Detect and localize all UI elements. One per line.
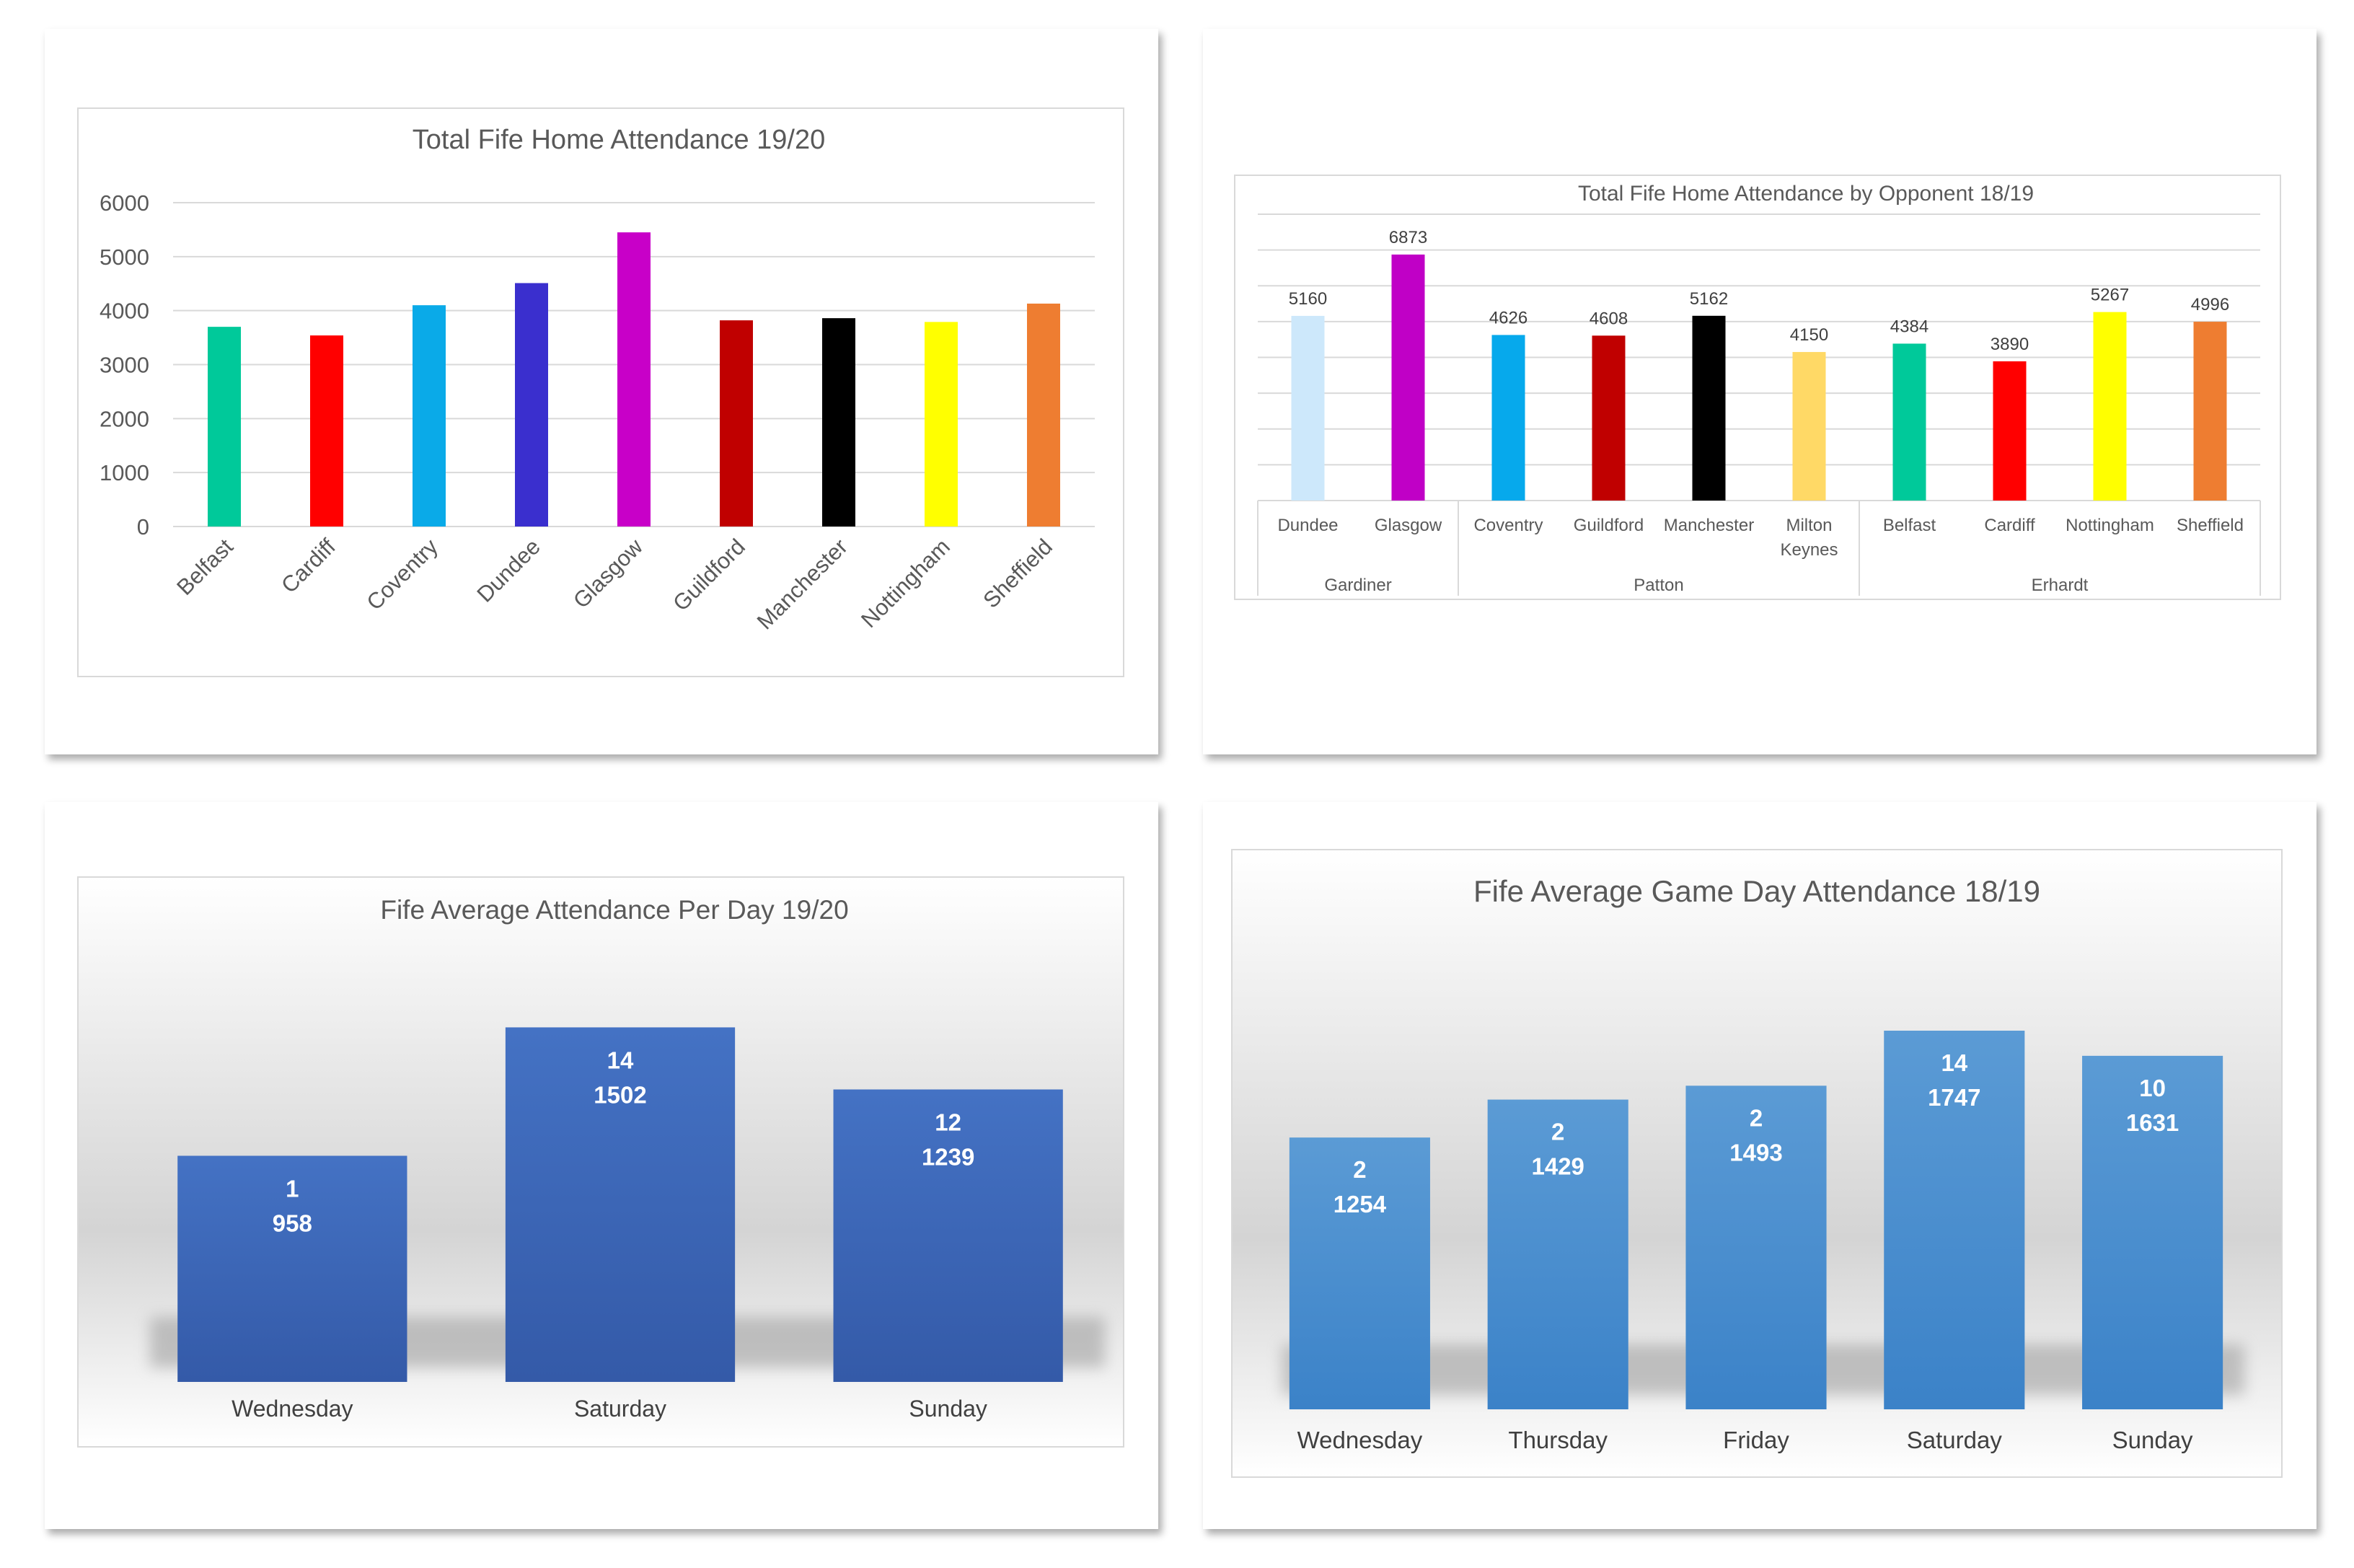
bar-coventry	[1491, 335, 1525, 501]
x-tick-label-guildford: Guildford	[1574, 516, 1644, 535]
bar-manchester	[1692, 315, 1726, 501]
x-tick-label-cardiff: Cardiff	[1984, 516, 2035, 535]
data-label-sunday: 10	[2139, 1075, 2166, 1101]
data-label-cardiff: 3890	[1991, 335, 2029, 354]
group-label-erhardt: Erhardt	[2032, 576, 2089, 595]
data-label-nottingham: 5267	[2091, 286, 2129, 305]
x-tick-label-sunday: Sunday	[2112, 1427, 2193, 1453]
data-label-friday: 1493	[1729, 1139, 1782, 1166]
chart-card-3: Fife Average Attendance Per Day 19/20 1 95…	[45, 802, 1158, 1529]
chart-card-4: Fife Average Game Day Attendance 18/19 2 1…	[1203, 802, 2316, 1529]
data-label-sunday: 1239	[922, 1144, 974, 1171]
bar-thursday	[1487, 1099, 1628, 1409]
x-tick-label-saturday: Saturday	[574, 1396, 666, 1422]
bar-cardiff	[310, 335, 343, 527]
chart-attendance-by-opponent-18-19: Total Fife Home Attendance by Opponent 1…	[1234, 175, 2281, 600]
group-label-gardiner: Gardiner	[1324, 576, 1391, 595]
data-label-milton-keynes: 4150	[1790, 325, 1828, 345]
data-label-belfast: 4384	[1890, 317, 1928, 336]
chart-title: Total Fife Home Attendance by Opponent 1…	[1578, 182, 2034, 206]
data-label-sheffield: 4996	[2191, 295, 2229, 314]
data-label-thursday: 2	[1551, 1119, 1564, 1145]
data-label-wednesday: 958	[273, 1210, 312, 1236]
data-label-wednesday: 1	[286, 1175, 299, 1202]
y-tick-label: 6000	[100, 190, 149, 216]
data-label-friday: 2	[1750, 1104, 1763, 1131]
x-tick-label-saturday: Saturday	[1907, 1427, 2003, 1453]
x-tick-label-manchester: Manchester	[1664, 516, 1754, 535]
data-label-saturday: 14	[607, 1047, 634, 1073]
bar-friday	[1685, 1085, 1827, 1409]
bar-wednesday	[177, 1155, 407, 1382]
y-tick-label: 4000	[100, 299, 149, 324]
bar-glasgow	[1391, 254, 1425, 501]
bar-wednesday	[1289, 1137, 1430, 1409]
bar-dundee	[515, 283, 548, 527]
x-tick-label-milton-keynes: Milton	[1786, 516, 1832, 535]
x-tick-label-friday: Friday	[1723, 1427, 1789, 1453]
bar-saturday	[505, 1027, 736, 1382]
data-label-wednesday: 2	[1353, 1156, 1366, 1183]
bar-guildford	[720, 320, 753, 527]
data-label-guildford: 4608	[1590, 309, 1628, 328]
y-tick-label: 2000	[100, 406, 149, 431]
bar-sheffield	[1027, 303, 1060, 527]
bar-manchester	[822, 318, 855, 527]
chart-title: Fife Average Game Day Attendance 18/19	[1473, 874, 2040, 908]
group-label-patton: Patton	[1634, 576, 1683, 595]
chart-card-1: Total Fife Home Attendance 19/20 0 1000 200…	[45, 29, 1158, 754]
chart-total-home-attendance-19-20: Total Fife Home Attendance 19/20 0 1000 200…	[77, 107, 1124, 677]
bar-belfast	[1892, 343, 1926, 501]
y-tick-label: 1000	[100, 460, 149, 485]
x-tick-label-belfast: Belfast	[1883, 516, 1936, 535]
y-tick-label: 5000	[100, 245, 149, 270]
data-label-manchester: 5162	[1690, 289, 1728, 309]
bar-cardiff	[1993, 361, 2027, 501]
x-tick-label-wednesday: Wednesday	[232, 1396, 353, 1422]
chart-average-game-day-attendance-18-19: Fife Average Game Day Attendance 18/19 2 1…	[1231, 849, 2283, 1478]
bar-guildford	[1592, 335, 1626, 501]
x-tick-label-sunday: Sunday	[909, 1396, 987, 1422]
x-tick-label-thursday: Thursday	[1508, 1427, 1608, 1453]
chart-card-2: Total Fife Home Attendance by Opponent 1…	[1203, 29, 2316, 754]
x-tick-label-dundee: Dundee	[1277, 516, 1338, 535]
data-label-coventry: 4626	[1489, 308, 1528, 327]
data-label-glasgow: 6873	[1389, 228, 1427, 247]
data-label-wednesday: 1254	[1334, 1191, 1387, 1217]
data-label-sunday: 1631	[2126, 1109, 2179, 1136]
bar-coventry	[413, 305, 446, 527]
data-label-thursday: 1429	[1531, 1153, 1584, 1180]
x-tick-label-sheffield: Sheffield	[2177, 516, 2244, 535]
bar-dundee	[1291, 315, 1325, 501]
data-label-dundee: 5160	[1289, 289, 1327, 309]
x-tick-label-milton-keynes: Keynes	[1780, 540, 1838, 560]
y-tick-label: 0	[137, 514, 149, 539]
bar-saturday	[1884, 1031, 2025, 1409]
bar-belfast	[208, 327, 241, 527]
y-tick-label: 3000	[100, 353, 149, 378]
bar-sheffield	[2193, 322, 2227, 501]
bar-milton-keynes	[1792, 352, 1826, 501]
chart-average-attendance-per-day-19-20: Fife Average Attendance Per Day 19/20 1 95…	[77, 876, 1124, 1448]
x-tick-label-glasgow: Glasgow	[1375, 516, 1442, 535]
chart-title: Fife Average Attendance Per Day 19/20	[380, 895, 848, 925]
chart-title: Total Fife Home Attendance 19/20	[413, 125, 825, 155]
data-label-sunday: 12	[935, 1109, 961, 1136]
bar-nottingham	[925, 322, 958, 527]
data-label-saturday: 14	[1941, 1049, 1967, 1076]
x-tick-label-nottingham: Nottingham	[2066, 516, 2154, 535]
bar-sunday	[833, 1089, 1063, 1382]
bar-nottingham	[2093, 312, 2127, 501]
bar-sunday	[2082, 1055, 2223, 1409]
data-label-saturday: 1747	[1928, 1084, 1980, 1111]
data-label-saturday: 1502	[594, 1081, 646, 1108]
bar-glasgow	[617, 232, 651, 527]
x-tick-label-coventry: Coventry	[1473, 516, 1543, 535]
x-tick-label-wednesday: Wednesday	[1297, 1427, 1423, 1453]
